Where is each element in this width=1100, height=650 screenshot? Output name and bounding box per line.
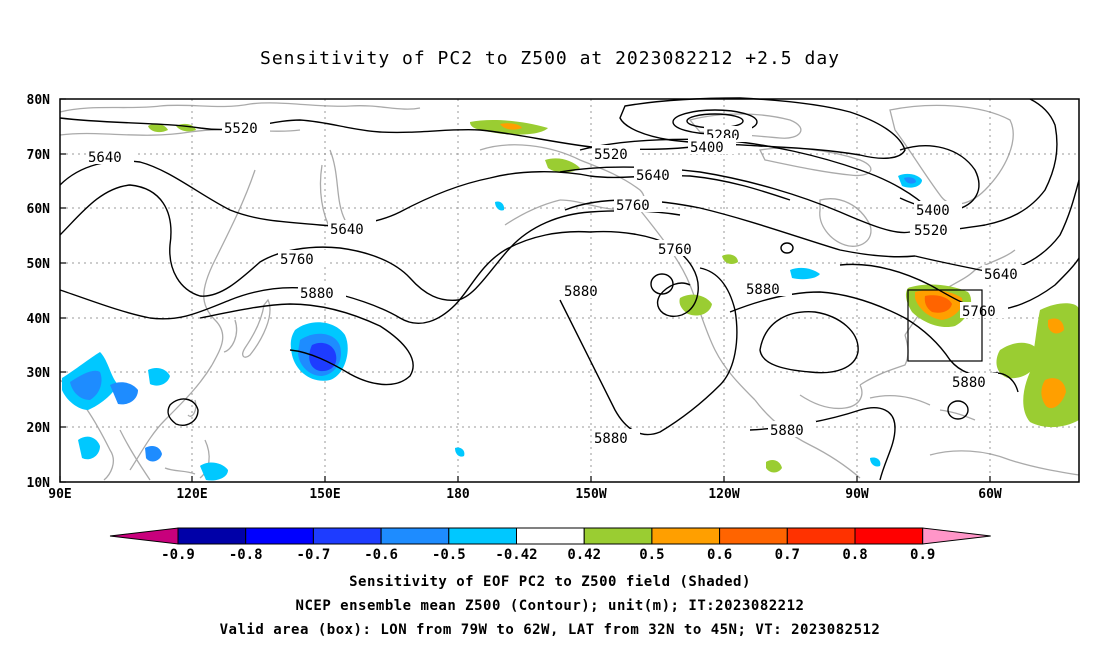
latitude-labels: 80N 70N 60N 50N 40N 30N 20N 10N (27, 93, 51, 491)
contour-label-5760-e: 5760 (962, 304, 996, 320)
colorbar-tick-label: 0.6 (707, 547, 732, 563)
colorbar-segment (177, 527, 247, 545)
axis-ticks (59, 98, 991, 483)
colorbar-over-triangle (922, 527, 991, 545)
lon-label-60w: 60W (978, 487, 1002, 502)
contour-label-5520-n: 5520 (594, 147, 628, 163)
graticule (60, 99, 1079, 482)
contour-label-5880-s: 5880 (594, 431, 628, 447)
colorbar-segment (448, 527, 517, 545)
colorbar-segment (245, 527, 314, 545)
lon-label-150e: 150E (309, 487, 340, 502)
contour-label-5880-c: 5880 (564, 284, 598, 300)
colorbar-tick-label: 0.42 (567, 547, 601, 563)
colorbar: -0.9 -0.8 -0.7 -0.6 -0.5 -0.42 0.42 0.5 0.6 0.7 0.… (109, 527, 991, 563)
colorbar-segment (854, 527, 924, 545)
contour-label-5520-nw: 5520 (224, 121, 258, 137)
lat-label-10n: 10N (27, 476, 51, 491)
colorbar-tick-label: -0.6 (364, 547, 398, 563)
colorbar-segment (516, 527, 585, 545)
contour-label-5640-e: 5640 (984, 267, 1018, 283)
colorbar-tick-label: -0.5 (432, 547, 466, 563)
contour-label-5640-n: 5640 (636, 168, 670, 184)
colorbar-segment (583, 527, 653, 545)
lat-label-30n: 30N (27, 366, 51, 381)
contour-label-5400-n: 5400 (690, 140, 724, 156)
colorbar-tick-label: 0.8 (842, 547, 867, 563)
colorbar-segment (651, 527, 721, 545)
lat-label-80n: 80N (27, 93, 51, 108)
contour-label-5640-w: 5640 (330, 222, 364, 238)
colorbar-tick-label: -0.7 (297, 547, 331, 563)
map-frame (59, 98, 1080, 483)
contour-label-5880-sc: 5880 (770, 423, 804, 439)
lon-label-120w: 120W (708, 487, 739, 502)
contour-labels: 5520 5640 5280 5400 5520 5640 5760 5640 … (86, 119, 1030, 447)
contour-label-5640-nw: 5640 (88, 150, 122, 166)
lat-label-40n: 40N (27, 312, 51, 327)
contour-label-5760-w: 5760 (280, 252, 314, 268)
caption-line-1: Sensitivity of EOF PC2 to Z500 field (Sh… (349, 574, 751, 590)
valid-area-box (907, 289, 983, 362)
colorbar-tick-label: -0.9 (161, 547, 195, 563)
contour-label-5760-n: 5760 (616, 198, 650, 214)
lon-label-120e: 120E (176, 487, 207, 502)
colorbar-tick-label: 0.7 (775, 547, 800, 563)
colorbar-tick-label: 0.5 (639, 547, 664, 563)
colorbar-tick-label: -0.8 (229, 547, 263, 563)
lat-label-50n: 50N (27, 257, 51, 272)
contour-label-5880-e: 5880 (746, 282, 780, 298)
sensitivity-shading (62, 120, 1079, 481)
lon-label-150w: 150W (575, 487, 606, 502)
contour-label-5760-c: 5760 (658, 242, 692, 258)
lat-label-20n: 20N (27, 421, 51, 436)
lon-label-90e: 90E (48, 487, 71, 502)
lat-label-60n: 60N (27, 202, 51, 217)
caption-line-2: NCEP ensemble mean Z500 (Contour); unit(… (295, 598, 805, 614)
contour-label-5400-e: 5400 (916, 203, 950, 219)
contour-label-5880-w: 5880 (300, 286, 334, 302)
map-title: Sensitivity of PC2 to Z500 at 2023082212… (259, 48, 840, 69)
lon-label-180: 180 (446, 487, 470, 502)
contour-label-5880-se: 5880 (952, 375, 986, 391)
caption-line-3: Valid area (box): LON from 79W to 62W, L… (219, 622, 881, 638)
colorbar-under-triangle (109, 527, 179, 545)
colorbar-segment (312, 527, 382, 545)
contour-label-5520-e: 5520 (914, 223, 948, 239)
colorbar-tick-label: -0.42 (495, 547, 537, 563)
colorbar-segment (719, 527, 788, 545)
colorbar-tick-label: 0.9 (910, 547, 935, 563)
lat-label-70n: 70N (27, 148, 51, 163)
lon-label-90w: 90W (845, 487, 869, 502)
colorbar-segment (380, 527, 450, 545)
colorbar-segment (786, 527, 856, 545)
longitude-labels: 90E 120E 150E 180 150W 120W 90W 60W (48, 487, 1002, 502)
